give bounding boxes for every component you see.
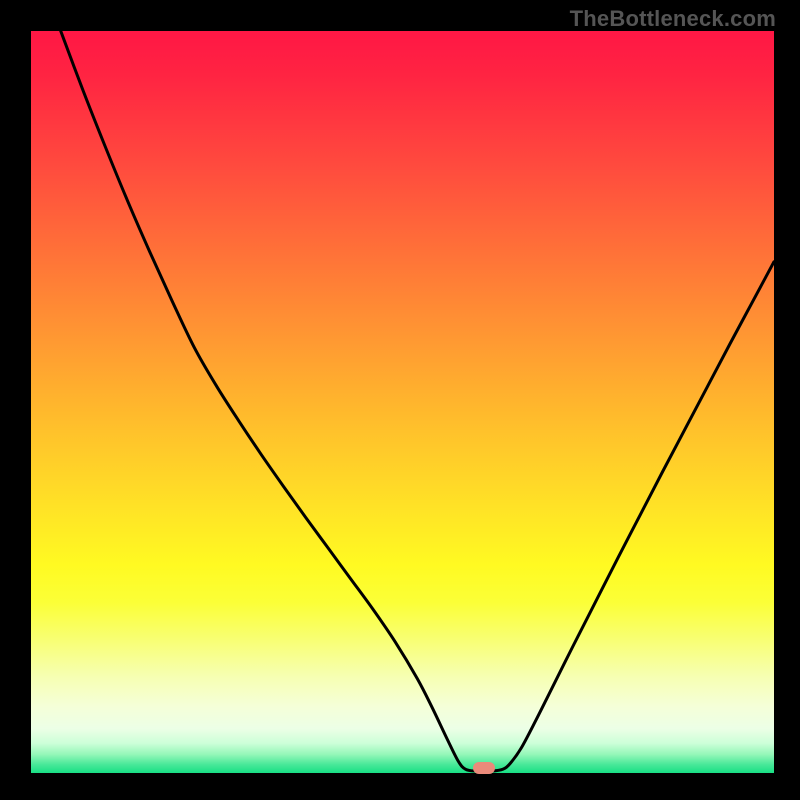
optimal-marker xyxy=(473,762,495,774)
watermark-label: TheBottleneck.com xyxy=(570,6,776,32)
plot-area xyxy=(31,31,774,773)
bottleneck-curve xyxy=(31,31,774,773)
chart-frame: TheBottleneck.com xyxy=(0,0,800,800)
